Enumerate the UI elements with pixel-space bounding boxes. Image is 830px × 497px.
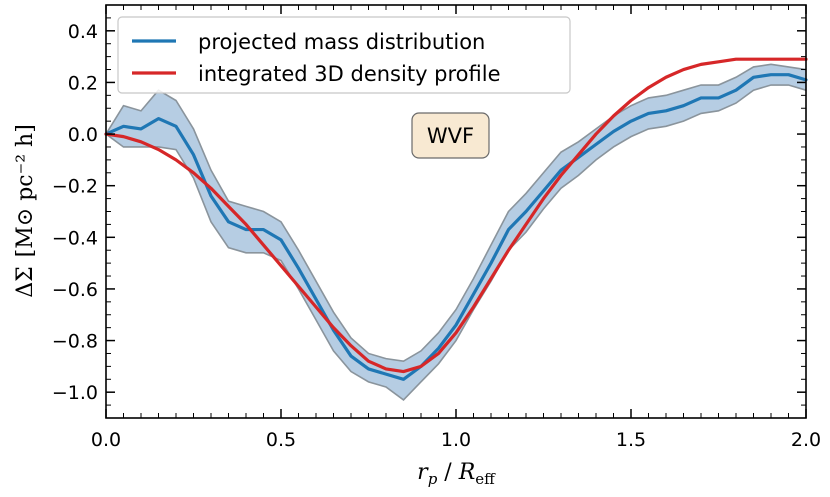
x-tick-label: 0.5: [266, 429, 296, 451]
legend-label-integrated: integrated 3D density profile: [198, 62, 501, 86]
y-tick-label: −1.0: [52, 382, 98, 404]
y-tick-label: −0.4: [52, 227, 98, 249]
y-tick-label: −0.2: [52, 176, 98, 198]
x-axis-label-sub-p: p: [428, 470, 438, 488]
line-integrated-3d: [104, 57, 808, 374]
band-upper-edge: [105, 63, 807, 363]
x-axis-label-sep: /: [437, 460, 458, 485]
x-axis-label-sub-eff: eff: [475, 470, 496, 488]
x-axis-label-r-eff: R: [458, 460, 476, 485]
annotation-label: WVF: [427, 124, 474, 148]
y-axis-label-units: [M⊙ pc⁻² h]: [13, 124, 38, 257]
band-lower-edge: [105, 84, 807, 401]
y-tick-label: −0.6: [52, 279, 98, 301]
annotation-box: WVF: [411, 112, 490, 159]
line-projected-mass: [104, 73, 808, 381]
plot-frame: [105, 4, 807, 419]
x-tick-label: 1.5: [616, 429, 646, 451]
x-tick-label: 0.0: [91, 429, 121, 451]
legend-box: [117, 16, 571, 94]
y-tick-label: 0.0: [68, 124, 98, 146]
x-tick-label: 1.0: [441, 429, 471, 451]
y-tick-label: 0.4: [68, 21, 98, 43]
y-tick-label: −0.8: [52, 331, 98, 353]
y-tick-label: 0.2: [68, 72, 98, 94]
legend-label-projected: projected mass distribution: [198, 30, 485, 54]
y-axis-label-main: ΔΣ: [13, 266, 38, 297]
y-axis-label: ΔΣ [M⊙ pc⁻² h]: [13, 124, 38, 298]
x-axis-label: rp / Reff: [417, 460, 496, 488]
legend: projected mass distribution integrated 3…: [117, 16, 571, 94]
x-tick-label: 2.0: [791, 429, 821, 451]
x-axis-label-r: r: [417, 460, 429, 485]
annotation-background: [411, 112, 490, 159]
